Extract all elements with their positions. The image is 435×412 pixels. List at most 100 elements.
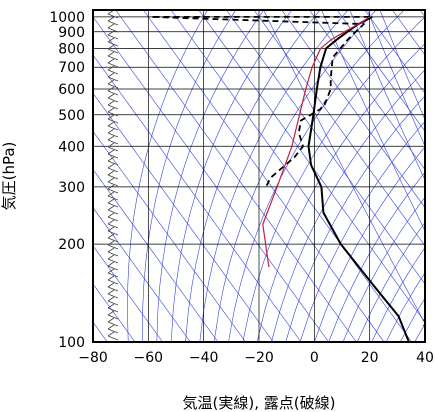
- wind-barb-staff: [107, 125, 119, 131]
- wind-barb-flag: [107, 86, 115, 92]
- wind-barb-staff: [107, 188, 119, 194]
- wind-barb-flag: [107, 93, 115, 99]
- dry-adiabat-line: [342, 196, 425, 342]
- isotherm-line: [93, 283, 136, 342]
- y-tick-label: 700: [58, 60, 85, 76]
- wind-barb-flag: [107, 128, 115, 134]
- isotherm-line: [143, 10, 385, 342]
- x-tick-label: −20: [244, 350, 274, 366]
- isotherm-line: [336, 10, 425, 132]
- wind-barb-flag: [107, 107, 115, 113]
- y-tick-label: 800: [58, 41, 85, 57]
- wind-barb-staff: [107, 181, 119, 187]
- dry-adiabat-line: [256, 43, 425, 342]
- wind-barb-staff: [107, 321, 119, 327]
- wind-barb-flag: [107, 261, 115, 267]
- isotherm-line: [93, 16, 329, 342]
- isotherm-line: [309, 10, 425, 171]
- grid-lines: [92, 10, 426, 343]
- wind-barb-staff: [107, 83, 119, 89]
- wind-barb-staff: [107, 265, 119, 271]
- wind-barb-staff: [107, 202, 119, 208]
- wind-barb-staff: [107, 13, 119, 19]
- wind-barb-flag: [107, 114, 115, 120]
- y-tick-label: 300: [58, 180, 85, 196]
- dry-adiabat-line: [228, 10, 405, 342]
- wind-barb-flag: [107, 282, 115, 288]
- wind-barb-flag: [107, 247, 115, 253]
- dry-adiabat-line: [156, 10, 265, 342]
- wind-barb-staff: [107, 27, 119, 33]
- wind-barb-flag: [107, 268, 115, 274]
- wind-barb-staff: [107, 307, 119, 313]
- wind-barb-staff: [107, 286, 119, 292]
- wind-barb-flag: [107, 219, 115, 225]
- y-axis-title: 気圧(hPa): [0, 142, 18, 211]
- wind-barbs: [107, 10, 119, 341]
- wind-barb-staff: [107, 41, 119, 47]
- wind-barb-staff: [107, 328, 119, 334]
- x-tick-label: 0: [310, 350, 319, 366]
- x-tick-label: 40: [416, 350, 434, 366]
- wind-barb-staff: [107, 293, 119, 299]
- wind-barb-staff: [107, 48, 119, 54]
- wind-barb-flag: [107, 233, 115, 239]
- dry-adiabat-line: [199, 10, 349, 342]
- isotherm-line: [364, 10, 425, 94]
- wind-barb-flag: [107, 240, 115, 246]
- dry-adiabat-line: [314, 146, 425, 342]
- isotherm-line: [115, 10, 357, 342]
- wind-barb-flag: [107, 163, 115, 169]
- mixing-ratio-line: [349, 10, 425, 181]
- wind-barb-flag: [107, 65, 115, 71]
- wind-barb-staff: [107, 132, 119, 138]
- wind-barb-flag: [107, 205, 115, 211]
- wind-barb-staff: [107, 118, 119, 124]
- mixing-ratio-line: [321, 10, 425, 232]
- isotherm-line: [93, 130, 246, 342]
- isotherm-line: [170, 10, 412, 342]
- y-tick-label: 500: [58, 108, 85, 124]
- y-tick-label: 900: [58, 25, 85, 41]
- wind-barb-staff: [107, 174, 119, 180]
- wind-barb-staff: [107, 167, 119, 173]
- wind-barb-flag: [107, 16, 115, 22]
- wind-barb-staff: [107, 153, 119, 159]
- wind-barb-staff: [107, 237, 119, 243]
- y-tick-label: 400: [58, 139, 85, 155]
- wind-barb-staff: [107, 300, 119, 306]
- wind-barb-flag: [107, 170, 115, 176]
- wind-barb-flag: [107, 324, 115, 330]
- wind-barb-staff: [107, 104, 119, 110]
- wind-barb-flag: [107, 149, 115, 155]
- wind-barb-staff: [107, 146, 119, 152]
- wind-barb-staff: [107, 223, 119, 229]
- x-tick-label: −60: [134, 350, 164, 366]
- wind-barb-flag: [107, 275, 115, 281]
- isotherm-line: [392, 10, 425, 56]
- series-group: [150, 15, 410, 342]
- wind-barb-staff: [107, 139, 119, 145]
- wind-barb-flag: [107, 135, 115, 141]
- mixing-ratio-line: [366, 10, 425, 148]
- wind-barb-flag: [107, 79, 115, 85]
- wind-barb-flag: [107, 289, 115, 295]
- wind-barb-flag: [107, 58, 115, 64]
- dry-adiabat-line: [429, 10, 435, 342]
- wind-barb-flag: [107, 121, 115, 127]
- guide-lines: [93, 10, 435, 342]
- isotherm-line: [198, 10, 425, 323]
- wind-barb-staff: [107, 111, 119, 117]
- dry-adiabat-line: [328, 171, 425, 342]
- wind-barb-staff: [107, 97, 119, 103]
- wind-barb-staff: [107, 62, 119, 68]
- wind-barb-staff: [107, 335, 119, 341]
- wind-barb-flag: [107, 37, 115, 43]
- x-tick-label: 20: [361, 350, 379, 366]
- series-line-solid: [307, 16, 410, 342]
- series-line-dashed: [150, 15, 370, 188]
- wind-barb-staff: [107, 209, 119, 215]
- dry-adiabat-line: [285, 95, 425, 342]
